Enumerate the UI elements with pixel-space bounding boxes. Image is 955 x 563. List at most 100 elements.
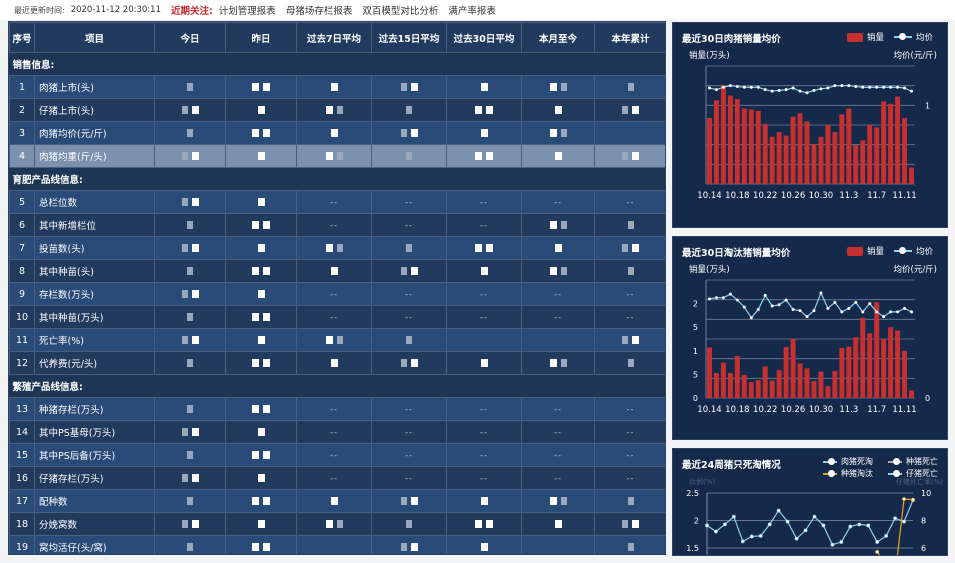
- series-point[interactable]: [857, 522, 862, 527]
- price-point-11.10[interactable]: [896, 310, 900, 314]
- series-point[interactable]: [902, 519, 906, 524]
- price-point-10.22[interactable]: [763, 88, 767, 92]
- bar-10.28[interactable]: [804, 368, 810, 398]
- price-point-11.4[interactable]: [854, 300, 858, 304]
- legend-price[interactable]: 均价: [915, 247, 933, 257]
- bar-11.3[interactable]: [846, 108, 852, 184]
- series-point[interactable]: [812, 514, 817, 519]
- bar-10.29[interactable]: [811, 381, 817, 398]
- price-point-10.20[interactable]: [749, 85, 753, 89]
- series-point[interactable]: [705, 523, 709, 528]
- price-point-10.14[interactable]: [707, 86, 711, 90]
- price-point-11.12[interactable]: [910, 89, 914, 93]
- price-point-11.7[interactable]: [875, 85, 879, 89]
- bar-11.9[interactable]: [888, 103, 894, 184]
- series-point[interactable]: [749, 534, 754, 539]
- price-point-10.21[interactable]: [756, 308, 760, 311]
- bar-10.14[interactable]: [707, 347, 712, 398]
- table-row[interactable]: 2 仔猪上市(头): [9, 98, 665, 122]
- price-point-11.9[interactable]: [889, 85, 893, 89]
- series-point[interactable]: [902, 497, 906, 501]
- series-point[interactable]: [875, 540, 880, 544]
- price-point-11.11[interactable]: [903, 306, 907, 310]
- bar-10.21[interactable]: [755, 380, 761, 398]
- bar-10.24[interactable]: [776, 132, 782, 184]
- price-point-10.16[interactable]: [721, 85, 725, 89]
- price-point-11.1[interactable]: [833, 84, 837, 88]
- bar-10.19[interactable]: [741, 374, 747, 398]
- price-point-11.7[interactable]: [875, 310, 879, 314]
- price-point-10.25[interactable]: [784, 88, 788, 92]
- bar-11.2[interactable]: [839, 114, 845, 184]
- price-point-10.29[interactable]: [812, 88, 816, 92]
- bar-10.31[interactable]: [825, 386, 831, 398]
- legend-item[interactable]: 肉猪死淘: [823, 456, 873, 467]
- bar-10.24[interactable]: [776, 370, 782, 398]
- bar-11.8[interactable]: [881, 101, 887, 184]
- price-point-11.2[interactable]: [840, 310, 844, 314]
- price-point-10.25[interactable]: [784, 298, 788, 302]
- price-point-11.1[interactable]: [833, 300, 837, 304]
- table-row[interactable]: 13 种猪存栏(万头) -- -- -- -- --: [9, 397, 665, 421]
- series-point[interactable]: [875, 549, 880, 554]
- bar-11.4[interactable]: [853, 337, 859, 398]
- bar-11.7[interactable]: [874, 127, 880, 184]
- table-row[interactable]: 16 仔猪存栏(万头) -- -- -- -- --: [9, 466, 665, 490]
- bar-10.22[interactable]: [762, 366, 768, 398]
- price-point-10.30[interactable]: [819, 87, 823, 91]
- price-point-10.27[interactable]: [798, 309, 802, 313]
- series-point[interactable]: [893, 516, 897, 521]
- price-point-11.5[interactable]: [861, 310, 865, 314]
- bar-11.8[interactable]: [881, 339, 887, 398]
- bar-10.27[interactable]: [797, 363, 803, 398]
- series-point[interactable]: [848, 524, 853, 529]
- bar-11.6[interactable]: [867, 125, 873, 184]
- price-point-11.4[interactable]: [854, 84, 858, 88]
- series-point[interactable]: [803, 528, 808, 533]
- bar-10.25[interactable]: [783, 135, 789, 184]
- table-row[interactable]: 7 投苗数(头): [9, 236, 665, 260]
- price-point-10.14[interactable]: [707, 297, 711, 301]
- bar-10.18[interactable]: [734, 355, 740, 398]
- table-row[interactable]: 12 代养费(元/头): [9, 351, 665, 375]
- series-point[interactable]: [785, 519, 790, 524]
- legend-sales[interactable]: 销量: [866, 247, 884, 257]
- price-point-11.9[interactable]: [889, 310, 893, 314]
- price-point-11.3[interactable]: [847, 84, 851, 88]
- link-full-production-report[interactable]: 满产率报表: [448, 6, 496, 17]
- bar-10.23[interactable]: [769, 380, 775, 398]
- bar-11.1[interactable]: [832, 132, 838, 184]
- series-point[interactable]: [821, 523, 826, 528]
- table-row[interactable]: 14 其中PS基母(万头) -- -- -- -- --: [9, 420, 665, 444]
- price-point-10.31[interactable]: [826, 306, 830, 310]
- series-point[interactable]: [911, 497, 915, 502]
- bar-10.30[interactable]: [818, 371, 824, 398]
- bar-11.1[interactable]: [832, 371, 838, 398]
- bar-10.15[interactable]: [713, 100, 719, 184]
- series-point[interactable]: [731, 514, 736, 519]
- series-point[interactable]: [830, 542, 835, 547]
- bar-10.18[interactable]: [734, 99, 740, 184]
- bar-11.5[interactable]: [860, 317, 866, 398]
- price-point-11.6[interactable]: [868, 302, 872, 306]
- series-point[interactable]: [714, 529, 718, 534]
- legend-price[interactable]: 均价: [915, 33, 933, 43]
- price-point-10.26[interactable]: [791, 308, 795, 311]
- price-point-10.27[interactable]: [798, 89, 802, 93]
- price-point-10.17[interactable]: [728, 292, 732, 296]
- price-point-10.30[interactable]: [819, 291, 823, 295]
- bar-11.2[interactable]: [839, 347, 845, 398]
- table-row[interactable]: 9 存栏数(万头) -- -- -- -- --: [9, 282, 665, 306]
- price-point-10.19[interactable]: [742, 85, 746, 89]
- bar-10.30[interactable]: [818, 136, 824, 184]
- table-row[interactable]: 10 其中种苗(万头) -- -- -- -- --: [9, 305, 665, 329]
- price-point-11.8[interactable]: [882, 85, 886, 89]
- price-point-11.5[interactable]: [861, 85, 865, 89]
- bar-11.10[interactable]: [895, 96, 901, 184]
- price-point-11.10[interactable]: [896, 85, 900, 89]
- table-row[interactable]: 15 其中PS后备(万头) -- -- -- -- --: [9, 443, 665, 467]
- price-point-10.16[interactable]: [721, 296, 725, 300]
- bar-10.22[interactable]: [762, 123, 768, 184]
- bar-10.28[interactable]: [804, 121, 810, 184]
- bar-11.9[interactable]: [888, 327, 894, 398]
